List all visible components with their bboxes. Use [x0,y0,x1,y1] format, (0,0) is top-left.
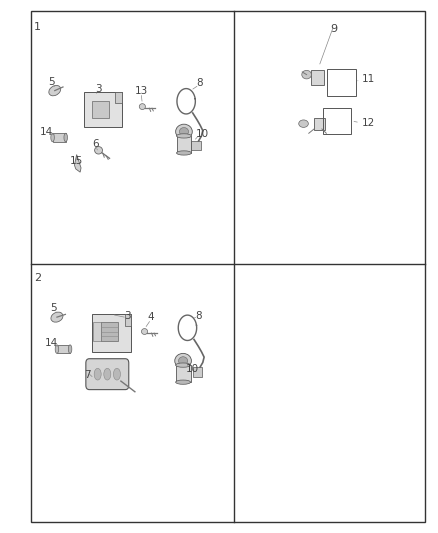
Text: 10: 10 [186,364,199,374]
Ellipse shape [95,147,102,154]
Ellipse shape [175,353,191,368]
Bar [314,118,325,130]
Ellipse shape [176,363,191,367]
Ellipse shape [180,127,188,136]
Bar [115,92,121,102]
Bar [57,345,70,353]
Text: 3: 3 [95,84,102,94]
FancyBboxPatch shape [86,359,129,390]
Text: 15: 15 [70,157,83,166]
Text: 7: 7 [84,370,91,379]
Text: 5: 5 [50,303,57,313]
Text: 8: 8 [196,78,203,87]
Bar [311,70,324,85]
Ellipse shape [49,85,61,96]
Ellipse shape [302,70,311,79]
Text: 8: 8 [195,311,202,320]
Ellipse shape [139,103,145,110]
Bar [191,141,201,150]
Ellipse shape [104,368,111,380]
Text: 4: 4 [148,312,155,322]
Bar [125,314,131,326]
Ellipse shape [51,312,63,322]
Ellipse shape [177,151,191,155]
Ellipse shape [179,357,187,365]
Polygon shape [74,155,81,172]
Bar [92,314,131,352]
Ellipse shape [51,133,54,142]
Bar [328,69,356,96]
Text: 13: 13 [134,86,148,95]
Text: 2: 2 [34,273,41,283]
Bar [176,365,191,382]
Ellipse shape [176,124,192,139]
Text: 11: 11 [362,74,375,84]
Text: 3: 3 [124,311,131,320]
Ellipse shape [299,120,308,127]
Bar [177,136,191,153]
Text: 9: 9 [331,24,338,34]
Ellipse shape [55,345,59,353]
Text: 12: 12 [362,118,375,127]
Bar [323,108,351,134]
Text: 14: 14 [45,338,58,348]
Text: 1: 1 [34,22,41,33]
Text: 6: 6 [92,139,99,149]
Bar [93,322,101,341]
Ellipse shape [68,345,72,353]
Ellipse shape [113,368,120,380]
Bar [84,92,121,126]
Bar [53,133,66,142]
Bar [101,322,118,341]
Ellipse shape [177,134,191,138]
Ellipse shape [141,328,148,335]
Text: 14: 14 [40,127,53,136]
Ellipse shape [94,368,101,380]
Bar [31,11,425,522]
Ellipse shape [176,380,191,384]
Ellipse shape [64,133,67,142]
Text: 10: 10 [196,130,209,139]
Bar [92,101,109,118]
Text: 5: 5 [48,77,55,86]
Bar [193,367,202,377]
